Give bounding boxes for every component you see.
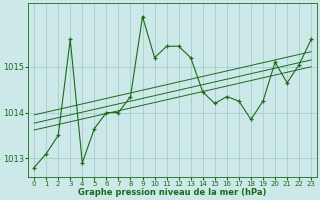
X-axis label: Graphe pression niveau de la mer (hPa): Graphe pression niveau de la mer (hPa) bbox=[78, 188, 267, 197]
